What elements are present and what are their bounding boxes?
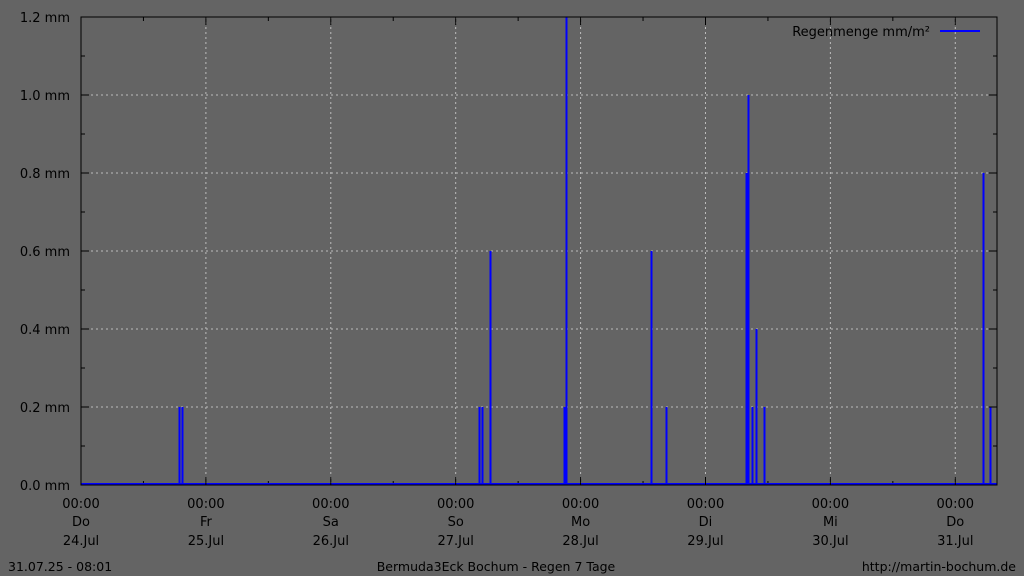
grid-lines <box>81 17 997 485</box>
x-tick-date: 29.Jul <box>687 534 723 549</box>
y-tick-label: 0.2 mm <box>20 401 70 416</box>
data-series <box>81 17 997 485</box>
x-tick-date: 27.Jul <box>438 534 474 549</box>
legend: Regenmenge mm/m² <box>792 25 980 40</box>
x-tick-time: 00:00 <box>62 497 99 512</box>
x-tick-date: 24.Jul <box>63 534 99 549</box>
x-tick-day: So <box>448 515 464 530</box>
y-axis: 0.0 mm 0.2 mm 0.4 mm 0.6 mm 0.8 mm 1.0 mm 1.2 … <box>20 11 997 494</box>
x-tick-date: 26.Jul <box>313 534 349 549</box>
x-tick-time: 00:00 <box>437 497 474 512</box>
x-tick-day: Mo <box>571 515 590 530</box>
x-tick-time: 00:00 <box>812 497 849 512</box>
y-tick-label: 1.0 mm <box>20 89 70 104</box>
x-tick-date: 28.Jul <box>562 534 598 549</box>
legend-label: Regenmenge mm/m² <box>792 25 930 40</box>
x-tick-time: 00:00 <box>187 497 224 512</box>
x-tick-time: 00:00 <box>937 497 974 512</box>
x-tick-day: Mi <box>823 515 838 530</box>
x-tick-time: 00:00 <box>687 497 724 512</box>
x-tick-day: Di <box>699 515 713 530</box>
x-tick-date: 31.Jul <box>937 534 973 549</box>
footer-timestamp: 31.07.25 - 08:01 <box>8 559 112 574</box>
y-tick-label: 0.4 mm <box>20 323 70 338</box>
x-tick-day: Do <box>946 515 964 530</box>
footer-url[interactable]: http://martin-bochum.de <box>862 559 1016 574</box>
x-axis: 00:00 Do 24.Jul 00:00 Fr 25.Jul 00:00 Sa 26.Jul 0… <box>62 17 974 549</box>
x-tick-time: 00:00 <box>562 497 599 512</box>
x-tick-date: 25.Jul <box>188 534 224 549</box>
y-tick-label: 1.2 mm <box>20 11 70 26</box>
x-tick-day: Fr <box>200 515 213 530</box>
y-tick-label: 0.6 mm <box>20 245 70 260</box>
x-tick-date: 30.Jul <box>812 534 848 549</box>
x-tick-day: Sa <box>323 515 339 530</box>
y-tick-label: 0.8 mm <box>20 167 70 182</box>
x-tick-day: Do <box>72 515 90 530</box>
y-tick-label: 0.0 mm <box>20 479 70 494</box>
x-tick-time: 00:00 <box>312 497 349 512</box>
chart-title: Bermuda3Eck Bochum - Regen 7 Tage <box>377 559 616 574</box>
